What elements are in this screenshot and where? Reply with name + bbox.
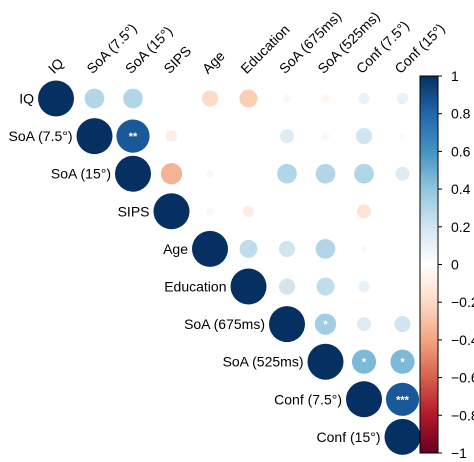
correlation-circle-r1-c3 <box>165 130 178 142</box>
colorbar-tick-label: −0.8 <box>451 407 474 423</box>
row-label-sips: SIPS <box>118 203 150 219</box>
colorbar-tick-label: 0 <box>451 257 459 273</box>
row-label-soa-675ms: SoA (675ms) <box>184 316 265 332</box>
correlation-circle-r1-c1 <box>76 118 113 155</box>
colorbar-tick-label: −1 <box>451 445 467 461</box>
row-labels: IQ SoA (7.5°) SoA (15°) SIPS Age Education SoA… <box>9 91 381 445</box>
correlation-circle-r2-c9 <box>395 166 410 181</box>
correlation-circle-r2-c3 <box>160 163 183 185</box>
column-label-age: Age <box>199 48 228 77</box>
significance-label-r1-c2: ** <box>129 131 138 143</box>
correlation-circle-r3-c4 <box>205 207 215 216</box>
column-label-sips: SIPS <box>160 43 194 77</box>
colorbar-tick-label: −0.6 <box>451 370 474 386</box>
correlation-circle-r9-c9 <box>384 418 421 455</box>
correlation-circle-r2-c4 <box>205 169 215 178</box>
column-label-iq: IQ <box>45 55 67 77</box>
correlation-circle-r4-c4 <box>192 230 228 267</box>
colorbar-tick-label: 1 <box>451 68 459 84</box>
correlation-circle-r4-c7 <box>315 239 336 259</box>
correlation-circle-r3-c3 <box>153 193 190 230</box>
correlation-circle-r3-c5 <box>242 205 255 217</box>
row-label-soa-525ms: SoA (525ms) <box>223 354 304 370</box>
colorbar-tick-label: −0.2 <box>451 294 474 310</box>
correlation-circle-r5-c7 <box>316 277 335 296</box>
colorbar: 1 0.8 0.6 0.4 0.2 0 −0.2 −0.4 −0.6 −0.8 −1 <box>419 68 474 461</box>
significance-label-r7-c9: * <box>400 357 405 369</box>
correlation-circle-r2-c6 <box>277 163 297 184</box>
correlation-circle-r0-c2 <box>123 88 143 109</box>
correlation-circle-r2-c2 <box>115 155 151 192</box>
colorbar-tick-label: 0.4 <box>451 181 471 197</box>
correlation-circle-r1-c9 <box>399 132 406 140</box>
significance-label-r8-c9: *** <box>396 394 410 406</box>
correlation-circle-r4-c6 <box>278 240 296 257</box>
correlation-circle-r1-c6 <box>280 129 294 144</box>
significance-label-r6-c7: * <box>323 319 328 331</box>
colorbar-gradient <box>419 75 439 454</box>
row-label-iq: IQ <box>19 91 34 107</box>
correlation-circle-r5-c8 <box>358 280 370 293</box>
correlation-circle-r6-c6 <box>269 306 305 343</box>
row-label-soa-7-5: SoA (7.5°) <box>9 128 73 144</box>
correlation-circle-r7-c7 <box>307 343 344 380</box>
colorbar-tick-label: −0.4 <box>451 332 474 348</box>
column-labels: IQ SoA (7.5°)SoA (15°)SIPS Age EducationSoA… <box>45 8 448 77</box>
correlation-circle-r4-c5 <box>239 239 258 258</box>
correlation-circle-r0-c9 <box>396 92 409 105</box>
correlation-circle-r0-c4 <box>201 90 219 107</box>
correlation-circle-r4-c8 <box>360 245 368 253</box>
significance-label-r7-c8: * <box>362 357 367 369</box>
correlation-circle-r3-c8 <box>357 204 371 219</box>
correlation-circle-r0-c0 <box>38 80 74 117</box>
colorbar-tick-label: 0.6 <box>451 143 471 159</box>
correlation-circle-r8-c8 <box>346 381 382 418</box>
correlation-circle-r6-c8 <box>357 317 371 332</box>
correlation-circle-r7-c9 <box>390 349 415 374</box>
row-label-conf-7-5: Conf (7.5°) <box>274 391 342 407</box>
correlation-circle-r6-c7 <box>314 313 337 335</box>
correlation-circle-r6-c9 <box>394 316 411 333</box>
correlation-circle-r0-c8 <box>358 92 370 105</box>
correlation-circle-r1-c7 <box>321 132 330 141</box>
correlation-circle-r0-c7 <box>321 94 330 103</box>
correlation-circle-r2-c7 <box>315 163 336 184</box>
correlation-circle-r0-c1 <box>84 88 105 109</box>
row-label-conf-15: Conf (15°) <box>317 429 381 445</box>
correlation-circle-r7-c8 <box>351 349 377 374</box>
correlation-cells: **** **** <box>38 80 421 455</box>
colorbar-tick-label: 0.8 <box>451 106 471 122</box>
correlation-circle-r5-c5 <box>230 268 267 305</box>
colorbar-tick-label: 0.2 <box>451 219 471 235</box>
correlation-circle-r0-c5 <box>239 89 258 108</box>
correlation-circle-r1-c2 <box>116 119 150 153</box>
row-label-soa-15: SoA (15°) <box>51 166 111 182</box>
correlation-circle-r0-c6 <box>282 94 292 103</box>
correlation-circle-r8-c9 <box>385 382 420 416</box>
correlation-circle-r1-c8 <box>355 128 373 145</box>
row-label-age: Age <box>163 241 188 257</box>
correlation-circle-r2-c8 <box>354 163 374 184</box>
correlation-circle-r5-c6 <box>278 278 296 295</box>
row-label-education: Education <box>164 279 226 295</box>
